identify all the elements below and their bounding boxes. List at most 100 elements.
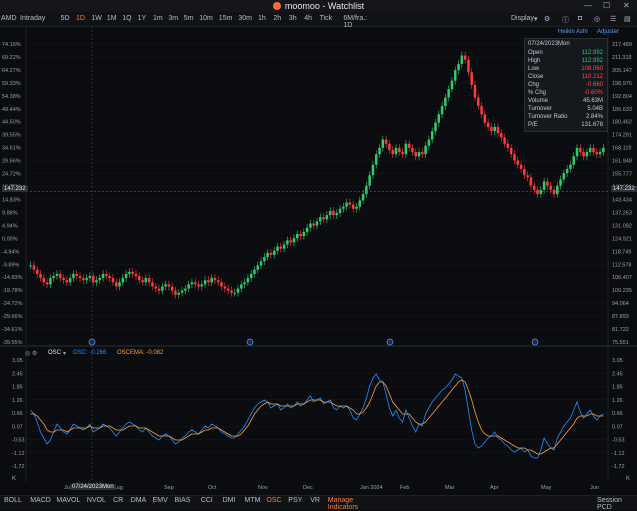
candle-body bbox=[78, 275, 82, 279]
timeframe-tab[interactable]: 1Q bbox=[122, 15, 132, 22]
right-axis-label: 100.235 bbox=[612, 288, 632, 294]
timeframe-tab[interactable]: Intraday bbox=[20, 15, 46, 22]
indicator-tab[interactable]: PSY bbox=[288, 497, 303, 504]
timeframe-tab[interactable]: 3h bbox=[288, 15, 297, 22]
right-axis-label: 81.722 bbox=[612, 327, 629, 333]
candle-body bbox=[480, 105, 483, 115]
indicator-tab[interactable]: BIAS bbox=[174, 497, 191, 504]
info-label: Low bbox=[528, 66, 540, 72]
timeframe-tab[interactable]: 5m bbox=[183, 15, 194, 22]
session-button[interactable]: Session PCD bbox=[597, 497, 622, 511]
candle-body bbox=[463, 55, 467, 60]
manage-indicators-button[interactable]: Manage Indicators bbox=[327, 497, 359, 511]
maximize-icon[interactable]: ☐ bbox=[603, 1, 611, 10]
candle-body bbox=[220, 282, 223, 287]
timeframe-tab[interactable]: 4h bbox=[304, 15, 312, 22]
camera-icon[interactable]: ◘ bbox=[578, 15, 583, 22]
osc-axis-label-right: 1.85 bbox=[612, 385, 623, 391]
candle-body bbox=[572, 156, 575, 165]
osc-label: OSC bbox=[48, 350, 62, 356]
timeframe-tab[interactable]: Tick bbox=[319, 15, 333, 22]
minimize-icon[interactable]: — bbox=[584, 1, 592, 10]
timeframe-tab[interactable]: 10m bbox=[199, 15, 213, 22]
candle-body bbox=[144, 278, 148, 283]
indicator-tab[interactable]: BOLL bbox=[4, 497, 22, 504]
timeframe-tab[interactable]: 30m bbox=[238, 15, 253, 22]
timeframe-tab[interactable]: 1W bbox=[91, 15, 102, 22]
indicator-tab[interactable]: MACD bbox=[30, 497, 51, 504]
x-axis-label: May bbox=[541, 485, 552, 491]
info-value: 108.060 bbox=[581, 66, 603, 72]
indicator-tab[interactable]: EMV bbox=[152, 497, 168, 504]
x-axis-label: Dec bbox=[303, 485, 313, 491]
indicator-tab[interactable]: NVOL bbox=[86, 497, 106, 504]
info-label: Chg bbox=[528, 82, 540, 88]
timeframe-tab[interactable]: 3m bbox=[168, 15, 179, 22]
title-bar bbox=[0, 0, 637, 12]
timeframe-tab[interactable]: 1Y bbox=[137, 15, 147, 22]
timeframe-tab[interactable]: 1h bbox=[258, 15, 266, 22]
candle-body bbox=[302, 231, 306, 237]
left-axis-label: 64.27% bbox=[2, 68, 21, 74]
timeframe-tab[interactable]: 1D bbox=[76, 15, 85, 22]
candle-body bbox=[85, 278, 88, 281]
indicator-tab[interactable]: MTM bbox=[244, 497, 261, 504]
right-axis-label: 211.318 bbox=[612, 55, 631, 61]
timeframe-tab[interactable]: 6M/fra.: 1D bbox=[343, 15, 368, 29]
right-axis-label: 186.633 bbox=[612, 107, 632, 113]
candle-body bbox=[526, 175, 529, 178]
adjust-button[interactable]: Adjuster bbox=[597, 29, 620, 35]
info-value: 45.63M bbox=[582, 98, 603, 104]
more-icon[interactable]: ☰ bbox=[610, 16, 617, 23]
candle-body bbox=[509, 147, 513, 155]
candle-body bbox=[440, 105, 444, 115]
chart-style-button[interactable]: Heikin Ashi bbox=[558, 29, 588, 35]
osc-axis-label-left: 0.66 bbox=[12, 411, 23, 417]
candle-body bbox=[500, 133, 503, 138]
timeframe-tab[interactable]: 5D bbox=[60, 15, 70, 22]
indicator-tab[interactable]: CR bbox=[113, 497, 124, 504]
candle-body bbox=[101, 273, 105, 279]
display-dropdown-icon[interactable]: ▾ bbox=[534, 16, 538, 23]
candle-body bbox=[378, 147, 381, 155]
timeframe-tab[interactable]: 15m bbox=[218, 15, 233, 22]
candle-body bbox=[365, 185, 368, 195]
left-axis-label: 49.44% bbox=[2, 107, 21, 113]
candle-body bbox=[309, 223, 312, 228]
layout-icon[interactable]: ▤ bbox=[624, 16, 631, 23]
indicator-icon[interactable]: ⓘ bbox=[562, 17, 569, 24]
candle-body bbox=[421, 152, 424, 155]
x-axis-label: Jan 2024 bbox=[360, 485, 383, 491]
timeframe-tab[interactable]: 1M bbox=[106, 15, 117, 22]
candle-body bbox=[68, 278, 72, 283]
indicator-tab[interactable]: OSC bbox=[266, 497, 282, 504]
timeframe-tab[interactable]: 1m bbox=[153, 15, 163, 22]
candle-body bbox=[269, 252, 273, 255]
x-axis-label: Nov bbox=[258, 485, 268, 491]
candle-body bbox=[45, 282, 49, 285]
left-axis-label: 14.83% bbox=[2, 197, 21, 203]
candle-body bbox=[226, 288, 230, 291]
candle-body bbox=[207, 280, 210, 283]
compare-icon[interactable]: ◎ bbox=[594, 16, 601, 23]
osc-axis-label-right: -1.12 bbox=[612, 451, 625, 457]
osc-dropdown-icon[interactable]: ▾ bbox=[63, 351, 67, 357]
left-axis-label: -4.94% bbox=[2, 249, 20, 255]
indicator-tab[interactable]: DMI bbox=[222, 497, 236, 504]
candle-body bbox=[190, 282, 194, 285]
symbol-label[interactable]: AMD bbox=[1, 15, 17, 22]
candle-body bbox=[460, 55, 464, 64]
indicator-tab[interactable]: DMA bbox=[130, 497, 147, 504]
settings-icon[interactable]: ⚙ bbox=[544, 16, 551, 23]
osc-panel-controls-icon[interactable]: ◎ ⚙ bbox=[25, 351, 38, 357]
indicator-tab[interactable]: VR bbox=[310, 497, 320, 504]
display-button[interactable]: Display bbox=[511, 15, 534, 22]
indicator-tab[interactable]: MAVOL bbox=[56, 497, 81, 504]
candle-body bbox=[585, 152, 589, 157]
chart-area[interactable]: 74.16% 69.22% 64.27% 59.33% 54.38% 49.44% 44.5… bbox=[0, 26, 637, 496]
indicator-tab[interactable]: CCI bbox=[200, 497, 213, 504]
candle-body bbox=[177, 292, 181, 295]
candle-body bbox=[49, 278, 52, 285]
timeframe-tab[interactable]: 2h bbox=[273, 15, 282, 22]
close-icon[interactable]: ✕ bbox=[623, 1, 630, 10]
